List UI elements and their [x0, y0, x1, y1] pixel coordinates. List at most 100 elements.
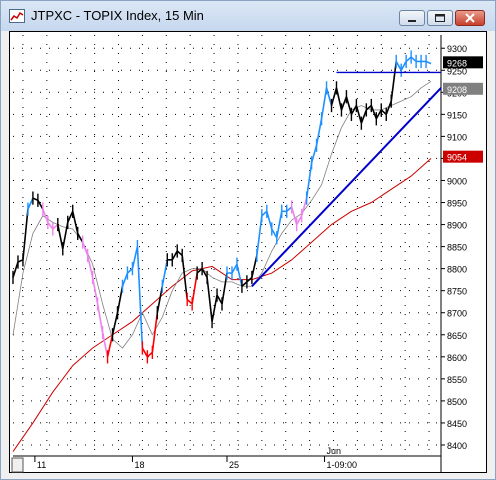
price-label-box: [443, 56, 483, 69]
price-segment: [320, 87, 328, 119]
price-segment: [395, 61, 402, 71]
price-segment: [61, 222, 69, 249]
price-segment: [390, 61, 398, 102]
price-label-box: [443, 82, 483, 95]
price-segment: [295, 215, 303, 225]
price-segment: [186, 298, 193, 305]
price-segment: [37, 199, 44, 210]
price-segment: [151, 312, 159, 353]
price-segment: [236, 264, 243, 287]
price-segment: [111, 312, 119, 335]
price-segment: [251, 255, 258, 278]
price-segment: [216, 294, 223, 305]
price-segment: [211, 294, 218, 322]
y-tick-label: 9100: [447, 132, 467, 142]
price-segment: [71, 211, 79, 234]
y-tick-label: 8750: [447, 287, 467, 297]
y-tick-label: 8400: [447, 441, 467, 451]
price-segment: [365, 104, 372, 111]
y-tick-label: 8500: [447, 397, 467, 407]
price-segment: [261, 210, 268, 217]
chart-border: [9, 31, 487, 473]
price-segment: [146, 351, 153, 358]
price-segment: [425, 60, 432, 65]
chart-app-icon: [9, 9, 25, 23]
price-segment: [141, 347, 149, 358]
price-segment: [86, 255, 94, 278]
price-segment: [410, 56, 417, 63]
maximize-icon: [435, 14, 445, 22]
price-segment: [32, 197, 39, 202]
close-button[interactable]: [455, 10, 485, 26]
chart-area: 8400 8450 8500 8550 8600 8650 8700 8750 8800 8850…: [9, 31, 487, 473]
y-tick-label: 8650: [447, 331, 467, 341]
title-bar[interactable]: JTPXC - TOPIX Index, 15 Min: [1, 1, 495, 31]
price-segment: [315, 118, 323, 146]
price-label-text: 9054: [447, 153, 467, 163]
price-segment: [241, 281, 248, 287]
price-segment: [360, 109, 368, 124]
price-segment: [27, 197, 34, 210]
price-segment: [52, 223, 59, 230]
price-segment: [67, 211, 74, 223]
price-segment: [266, 211, 273, 230]
price-segment: [101, 332, 109, 357]
price-segment: [286, 206, 293, 212]
price-segment: [121, 272, 129, 287]
trendline: [251, 87, 442, 287]
price-segment: [91, 277, 99, 305]
price-segment: [201, 268, 208, 278]
price-segment: [305, 162, 313, 199]
price-segment: [96, 303, 104, 333]
price-segment: [335, 87, 343, 111]
price-segment: [370, 105, 378, 120]
price-segment: [271, 228, 278, 239]
minimize-icon: [408, 20, 416, 22]
price-segment: [325, 87, 333, 106]
price-segment: [380, 109, 387, 115]
minimize-button[interactable]: [399, 10, 425, 26]
price-label-text: 9268: [447, 58, 467, 68]
price-segment: [156, 286, 164, 313]
y-tick-label: 8550: [447, 375, 467, 385]
price-segment: [340, 96, 348, 111]
price-segment: [57, 224, 64, 249]
y-tick-label: 8950: [447, 199, 467, 209]
price-segment: [206, 277, 213, 322]
price-label-box: [443, 150, 483, 163]
price-segment: [22, 209, 29, 260]
price-segment: [385, 100, 392, 115]
price-segment: [136, 246, 144, 349]
price-segment: [81, 241, 89, 256]
x-tick-label: 25: [229, 460, 239, 470]
price-segment: [116, 286, 124, 313]
price-segment: [17, 259, 24, 263]
price-segment: [246, 276, 253, 283]
y-tick-label: 8850: [447, 243, 467, 253]
price-segment: [345, 96, 353, 115]
price-segment: [196, 268, 203, 274]
price-segment: [355, 105, 363, 124]
x-tick-label: 18: [134, 460, 144, 470]
price-segment: [171, 250, 178, 261]
y-tick-label: 8600: [447, 353, 467, 363]
price-segment: [375, 109, 382, 120]
y-tick-label: 9000: [447, 176, 467, 186]
price-segment: [300, 197, 308, 216]
maximize-button[interactable]: [427, 10, 453, 26]
price-segment: [400, 61, 407, 71]
price-segment: [256, 215, 263, 256]
price-segment: [231, 263, 238, 274]
price-segment: [310, 144, 318, 164]
window-title: JTPXC - TOPIX Index, 15 Min: [31, 8, 204, 23]
period-label: Jun: [327, 446, 342, 456]
y-tick-label: 9250: [447, 66, 467, 76]
scroll-thumb: [11, 457, 24, 473]
price-label-text: 9208: [447, 85, 467, 95]
y-tick-label: 9150: [447, 110, 467, 120]
price-segment: [161, 259, 169, 287]
price-segment: [47, 221, 54, 230]
chart-svg: 8400 8450 8500 8550 8600 8650 8700 8750 8800 8850…: [9, 31, 487, 473]
price-segment: [290, 206, 298, 225]
